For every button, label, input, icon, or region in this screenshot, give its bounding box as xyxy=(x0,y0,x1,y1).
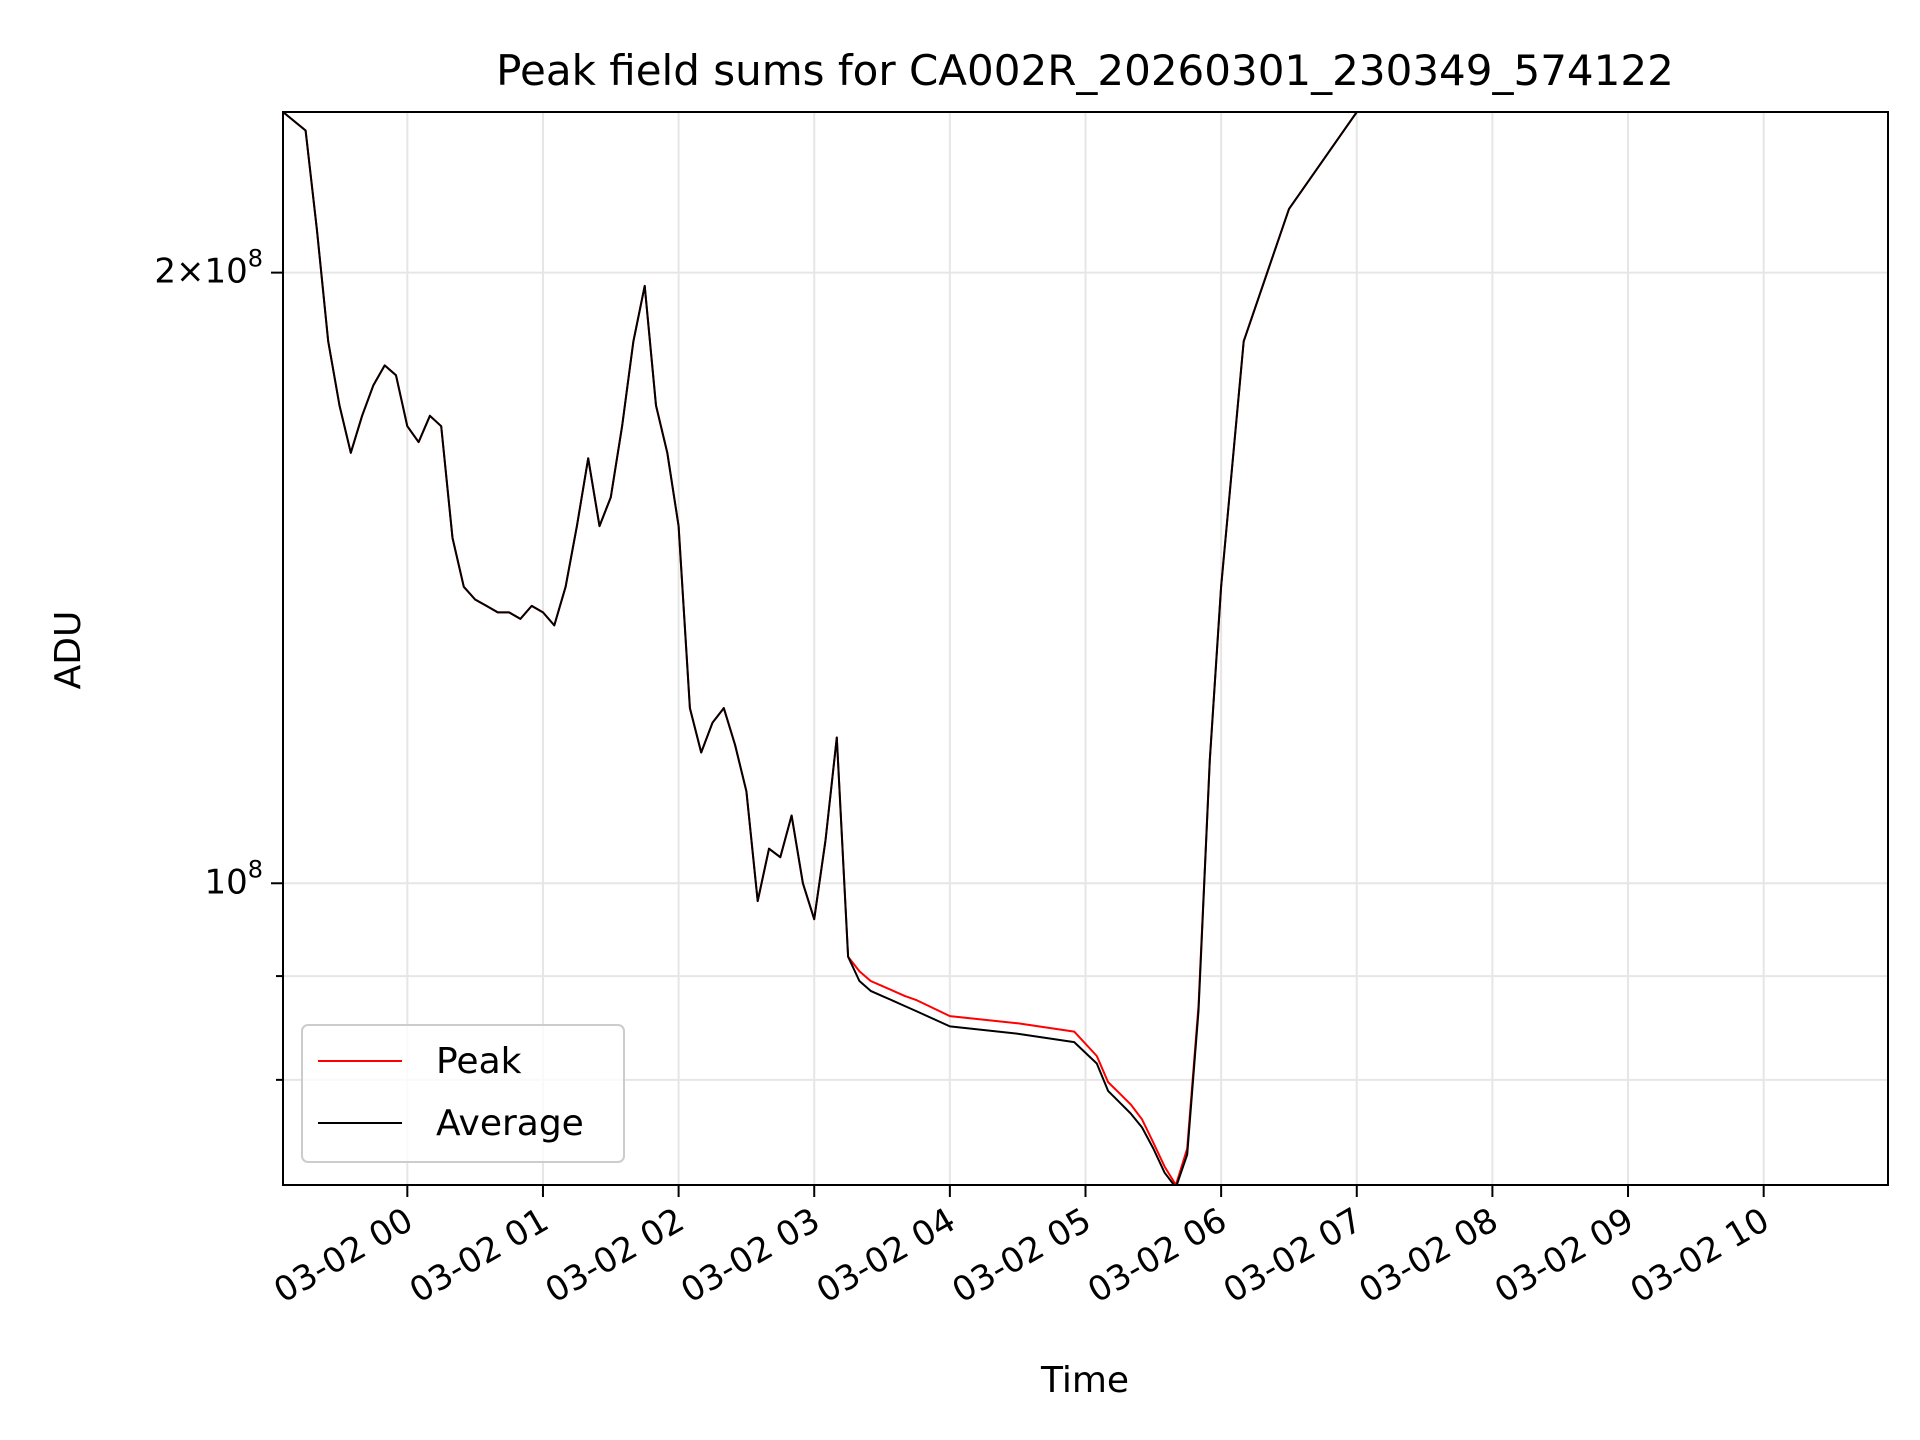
legend-box xyxy=(301,1024,625,1163)
y-tick-base: 10 xyxy=(204,862,247,902)
legend-label-average: Average xyxy=(436,1103,584,1144)
x-axis-label: Time xyxy=(1040,1360,1129,1401)
series-group xyxy=(283,112,1425,1185)
series-line-average xyxy=(283,112,1425,1185)
y-tick-mantissa: 2 xyxy=(154,252,176,292)
y-tick-times: × xyxy=(176,252,205,292)
legend-label-peak: Peak xyxy=(436,1041,522,1082)
y-axis-label: ADU xyxy=(48,611,89,690)
legend: Peak Average xyxy=(301,1024,625,1163)
y-tick-exponent: 8 xyxy=(248,245,263,273)
y-tick-base: 10 xyxy=(204,252,247,292)
y-tick-label: 108 xyxy=(204,855,263,902)
y-tick-label: 2×108 xyxy=(154,245,263,292)
chart-title: Peak field sums for CA002R_20260301_2303… xyxy=(496,46,1674,95)
grid xyxy=(283,112,1888,1185)
y-tick-exponent: 8 xyxy=(248,855,263,883)
